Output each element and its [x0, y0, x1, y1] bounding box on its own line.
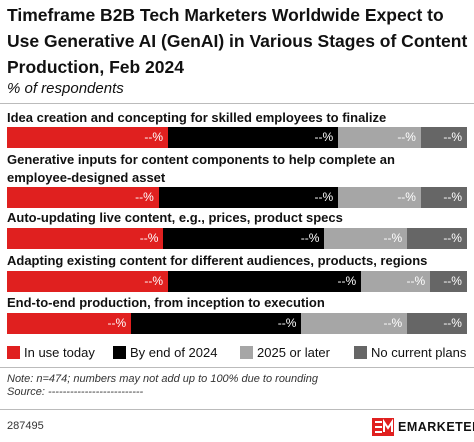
value-label: --%	[337, 274, 357, 288]
legend-label: 2025 or later	[257, 345, 330, 360]
logo-icon	[372, 418, 394, 436]
value-label: --%	[383, 231, 403, 245]
bar-segment	[407, 313, 467, 334]
value-label: --%	[139, 231, 159, 245]
brand: EMARKETER	[398, 420, 474, 434]
bar-segment	[338, 187, 421, 208]
value-label: --%	[314, 130, 334, 144]
legend-swatch	[354, 346, 367, 359]
legend-label: No current plans	[371, 345, 467, 360]
bar-segment	[7, 271, 168, 292]
value-label: --%	[397, 130, 416, 144]
bar-segment	[163, 228, 325, 249]
bar-segment	[338, 127, 421, 148]
bar-segment	[7, 127, 168, 148]
category-label: Generative inputs for content components…	[7, 152, 395, 185]
chart-title: Timeframe B2B Tech Marketers Worldwide E…	[7, 5, 468, 77]
bar-segment	[158, 187, 339, 208]
value-label: --%	[443, 274, 462, 288]
value-label: --%	[443, 231, 462, 245]
value-label: --%	[277, 316, 297, 330]
chart-id: 287495	[7, 420, 44, 432]
value-label: --%	[443, 316, 462, 330]
value-label: --%	[397, 190, 416, 204]
legend-label: By end of 2024	[130, 345, 218, 360]
legend-swatch	[240, 346, 253, 359]
legend-swatch	[113, 346, 126, 359]
bar-segment	[430, 271, 467, 292]
note: Note: n=474; numbers may not add up to 1…	[7, 373, 318, 385]
bar-segment	[407, 228, 467, 249]
bar-segment	[324, 228, 408, 249]
value-label: --%	[406, 274, 426, 288]
value-label: --%	[443, 130, 462, 144]
divider	[0, 367, 474, 368]
divider	[0, 103, 474, 104]
bar-segment	[7, 228, 164, 249]
value-label: --%	[383, 316, 403, 330]
bar-segment	[421, 187, 467, 208]
chart-subtitle: % of respondents	[7, 80, 124, 97]
bar-segment	[301, 313, 408, 334]
legend-label: In use today	[24, 345, 95, 360]
category-label: Adapting existing content for different …	[7, 253, 428, 268]
category-label: Auto-updating live content, e.g., prices…	[7, 210, 343, 225]
bar-segment	[168, 127, 339, 148]
bar-segment	[421, 127, 467, 148]
value-label: --%	[135, 190, 154, 204]
bar-segment	[361, 271, 431, 292]
bar-segment	[168, 271, 362, 292]
value-label: --%	[107, 316, 127, 330]
category-label: Idea creation and concepting for skilled…	[7, 110, 387, 125]
bar-segment	[131, 313, 302, 334]
value-label: --%	[144, 130, 163, 144]
value-label: --%	[300, 231, 320, 245]
value-label: --%	[443, 190, 462, 204]
bar-segment	[7, 187, 159, 208]
category-label: End-to-end production, from inception to…	[7, 295, 325, 310]
divider	[0, 409, 474, 410]
value-label: --%	[314, 190, 334, 204]
legend-swatch	[7, 346, 20, 359]
bar-segment	[7, 313, 132, 334]
value-label: --%	[144, 274, 163, 288]
source: Source: --------------------------	[7, 386, 144, 398]
